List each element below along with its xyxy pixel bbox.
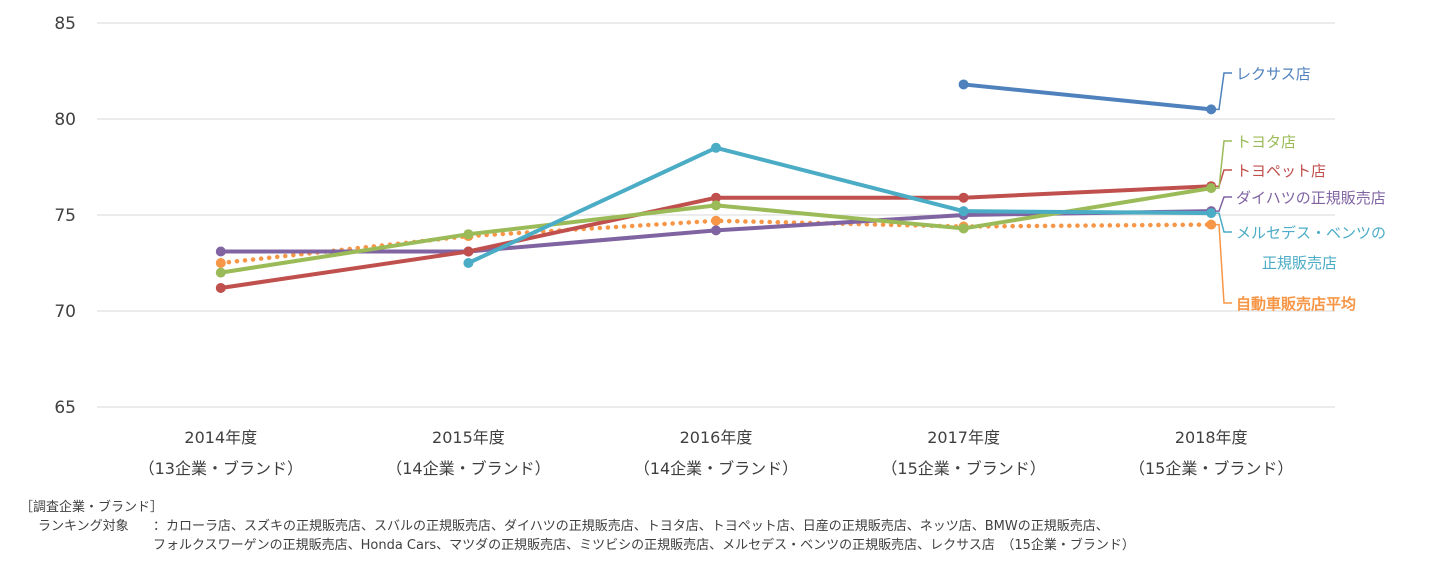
data-point bbox=[711, 200, 721, 211]
label-leader bbox=[1215, 140, 1232, 189]
data-point bbox=[463, 258, 474, 268]
data-point bbox=[463, 229, 474, 240]
x-tick-label: （14企業・ブランド） bbox=[634, 459, 798, 478]
data-point bbox=[711, 215, 721, 226]
x-tick-label: 2015年度 bbox=[432, 428, 505, 447]
y-tick-label: 85 bbox=[54, 14, 76, 34]
ranking-list-2: フォルクスワーゲンの正規販売店、Honda Cars、マツダの正規販売店、ミツビ… bbox=[153, 538, 1135, 553]
data-point bbox=[1206, 104, 1217, 115]
label-leader bbox=[1215, 196, 1232, 212]
label-leader bbox=[1215, 212, 1232, 233]
data-point bbox=[958, 79, 969, 90]
y-tick-label: 75 bbox=[54, 206, 76, 226]
series-line bbox=[961, 82, 1214, 112]
data-point bbox=[1206, 208, 1217, 219]
x-tick-label: 2016年度 bbox=[680, 428, 753, 447]
y-tick-label: 80 bbox=[54, 110, 76, 130]
data-point bbox=[958, 206, 969, 217]
series-label: レクサス店 bbox=[1236, 65, 1311, 83]
x-tick-label: 2017年度 bbox=[927, 428, 1000, 447]
series-labels: 自動車販売店平均 ダイハツの正規販売店トヨペット店トヨタ店メルセデス・ベンツの正規… bbox=[1215, 65, 1386, 313]
data-point bbox=[463, 246, 474, 257]
data-point bbox=[711, 192, 721, 203]
series-line bbox=[466, 145, 1214, 265]
x-tick-label: 2014年度 bbox=[184, 428, 257, 447]
data-point bbox=[1206, 219, 1217, 230]
footnote-heading: ［調査企業・ブランド］ bbox=[20, 500, 164, 515]
y-tick-label: 70 bbox=[54, 302, 76, 322]
x-tick-label: （15企業・ブランド） bbox=[881, 459, 1045, 478]
footnote: ［調査企業・ブランド］ ランキング対象 ：カローラ店、スズキの正規販売店、スバルの… bbox=[20, 498, 1135, 555]
series-group bbox=[215, 79, 1217, 293]
x-tick-label: （13企業・ブランド） bbox=[139, 459, 303, 478]
series-label: トヨペット店 bbox=[1236, 162, 1326, 180]
label-leader bbox=[1215, 72, 1232, 111]
data-point bbox=[215, 282, 226, 293]
line-chart: 65 70 75 80 85 2014年度 （13企業・ブランド） 2015年度 （14企業・… bbox=[54, 14, 1386, 478]
y-tick-label: 65 bbox=[54, 398, 76, 418]
y-axis-ticks: 65 70 75 80 85 bbox=[54, 14, 76, 418]
ranking-list-1: ：カローラ店、スズキの正規販売店、スバルの正規販売店、ダイハツの正規販売店、トヨ… bbox=[153, 519, 1109, 534]
series-label: ダイハツの正規販売店 bbox=[1236, 189, 1386, 207]
label-leader bbox=[1215, 223, 1232, 304]
x-tick-label: （14企業・ブランド） bbox=[386, 459, 550, 478]
series-label: 自動車販売店平均 bbox=[1236, 295, 1356, 313]
ranking-label: ランキング対象 bbox=[38, 519, 129, 534]
series-label: トヨタ店 bbox=[1236, 133, 1296, 151]
grid-lines bbox=[97, 22, 1335, 408]
data-point bbox=[958, 223, 969, 234]
series-label: 正規販売店 bbox=[1262, 254, 1337, 272]
data-point bbox=[215, 267, 226, 278]
data-point bbox=[958, 192, 969, 203]
data-point bbox=[215, 246, 226, 257]
label-leader bbox=[1215, 169, 1232, 187]
series-label: メルセデス・ベンツの bbox=[1236, 224, 1386, 242]
series-line bbox=[218, 218, 1214, 266]
x-tick-label: 2018年度 bbox=[1175, 428, 1248, 447]
data-point bbox=[711, 142, 721, 153]
footnote-line-2: フォルクスワーゲンの正規販売店、Honda Cars、マツダの正規販売店、ミツビ… bbox=[20, 536, 1135, 555]
data-point bbox=[711, 225, 721, 236]
x-axis-labels: 2014年度 （13企業・ブランド） 2015年度 （14企業・ブランド） 2016年度… bbox=[139, 428, 1294, 478]
x-tick-label: （15企業・ブランド） bbox=[1129, 459, 1293, 478]
data-point bbox=[215, 258, 226, 268]
data-point bbox=[1206, 183, 1217, 194]
footnote-line-1: ランキング対象 ：カローラ店、スズキの正規販売店、スバルの正規販売店、ダイハツの正… bbox=[20, 517, 1135, 536]
